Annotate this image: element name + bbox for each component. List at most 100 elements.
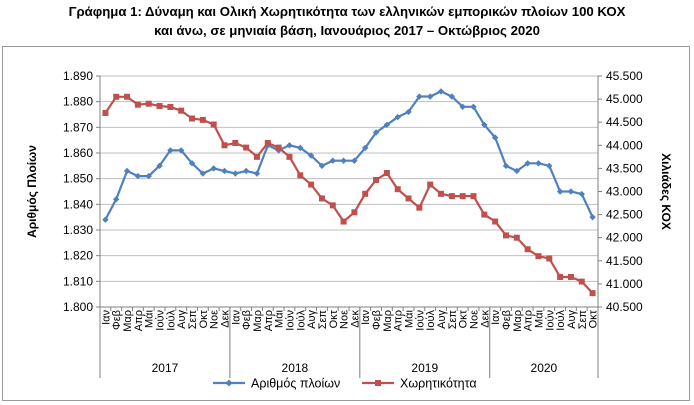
data-point-ships	[134, 172, 142, 180]
x-tick-label: Φεβ	[501, 310, 513, 330]
y-tick-label: 1.860	[63, 146, 93, 160]
y-tick-label: 1.820	[63, 249, 93, 263]
data-point-ships	[372, 129, 380, 136]
data-point-tonnage	[102, 109, 109, 116]
x-tick-label: Απρ	[133, 310, 145, 331]
data-point-ships	[232, 170, 239, 177]
x-tick-label: Μάι	[404, 309, 416, 328]
data-point-tonnage	[513, 234, 520, 241]
data-point-tonnage	[264, 139, 271, 146]
y2-tick-label: 44.500	[606, 115, 643, 129]
data-point-tonnage	[297, 172, 304, 179]
data-point-ships	[546, 162, 553, 170]
data-point-ships	[448, 93, 456, 100]
y2-tick-label: 40.500	[606, 300, 643, 314]
y2-tick-label: 45.000	[606, 92, 643, 106]
x-tick-label: Νοε	[469, 310, 481, 329]
data-point-ships	[383, 121, 391, 128]
data-point-ships	[188, 160, 196, 167]
data-point-tonnage	[178, 107, 185, 114]
data-point-ships	[297, 144, 304, 152]
y2-tick-label: 45.500	[606, 69, 643, 83]
data-point-tonnage	[243, 144, 250, 151]
y2-axis-title: Χιλιάδες ΚΟΧ	[659, 153, 673, 230]
data-point-ships	[362, 144, 369, 152]
y2-tick-label: 43.500	[606, 161, 643, 175]
year-label: 2017	[152, 361, 179, 375]
series-line-tonnage	[104, 95, 594, 294]
data-point-tonnage	[524, 246, 531, 253]
data-point-ships	[113, 196, 120, 203]
y-tick-label: 1.880	[63, 95, 93, 109]
x-tick-label: Ιαν	[360, 310, 372, 325]
data-point-tonnage	[156, 103, 163, 110]
data-point-ships	[340, 157, 347, 164]
y2-tick-label: 41.500	[606, 254, 643, 268]
data-point-tonnage	[373, 176, 380, 183]
x-tick-label: Απρ	[523, 310, 535, 331]
legend-label-tonnage: Χωρητικότητα	[400, 377, 477, 391]
data-point-ships	[199, 170, 207, 177]
data-point-ships	[556, 188, 564, 195]
data-point-ships	[242, 167, 250, 175]
x-tick-label: Αυγ	[566, 310, 578, 329]
series-line-ships	[104, 90, 594, 221]
data-point-ships	[286, 142, 293, 149]
data-point-tonnage	[416, 204, 423, 211]
data-point-tonnage	[481, 211, 488, 218]
data-point-ships	[210, 165, 217, 172]
data-point-tonnage	[362, 190, 369, 197]
x-tick-label: Ιούν	[155, 310, 167, 331]
data-point-tonnage	[145, 100, 152, 107]
y-tick-label: 1.840	[63, 197, 93, 211]
data-point-ships	[351, 157, 358, 164]
x-tick-label: Σεπ	[447, 310, 459, 330]
data-point-tonnage	[448, 193, 455, 200]
y-tick-label: 1.800	[63, 300, 93, 314]
x-tick-label: Ιούλ	[425, 310, 437, 331]
data-point-tonnage	[318, 195, 325, 202]
title-line-2: και άνω, σε μηνιαία βάση, Ιανουάριος 201…	[154, 23, 540, 38]
x-tick-label: Ιούν	[284, 310, 296, 331]
title-line-1: Γράφημα 1: Δύναμη και Ολική Χωρητικότητα…	[68, 4, 626, 19]
data-point-tonnage	[546, 255, 553, 262]
data-point-tonnage	[134, 101, 141, 108]
data-point-ships	[481, 121, 488, 128]
x-tick-label: Νοε	[209, 310, 221, 329]
x-tick-label: Μάι	[533, 309, 545, 328]
data-point-ships	[426, 93, 434, 100]
y2-tick-label: 41.000	[606, 277, 643, 291]
data-point-tonnage	[329, 202, 336, 209]
x-tick-label: Μαρ	[122, 310, 134, 332]
data-point-ships	[491, 134, 499, 141]
y-tick-label: 1.830	[63, 223, 93, 237]
data-point-tonnage	[470, 193, 477, 200]
data-point-ships	[405, 108, 412, 116]
x-tick-label: Νοε	[339, 310, 351, 329]
x-tick-label: Μαρ	[512, 310, 524, 332]
data-point-ships	[329, 157, 336, 164]
data-point-ships	[437, 88, 445, 95]
x-tick-label: Ιαν	[100, 310, 112, 325]
x-tick-label: Δεκ	[220, 310, 232, 328]
x-tick-label: Απρ	[263, 310, 275, 331]
data-point-ships	[567, 188, 575, 195]
data-point-tonnage	[394, 186, 401, 193]
x-tick-label: Οκτ	[588, 309, 600, 328]
data-point-tonnage	[438, 190, 445, 197]
year-label: 2020	[531, 361, 558, 375]
data-point-tonnage	[113, 93, 120, 100]
data-point-ships	[535, 160, 542, 167]
x-tick-label: Σεπ	[577, 310, 589, 330]
data-point-ships	[221, 167, 228, 175]
x-tick-label: Σεπ	[317, 310, 329, 330]
x-tick-label: Ιούν	[544, 310, 556, 331]
data-point-ships	[459, 103, 466, 110]
data-point-tonnage	[589, 290, 596, 297]
data-point-tonnage	[351, 209, 358, 216]
data-point-tonnage	[199, 116, 206, 123]
x-tick-label: Ιαν	[490, 310, 502, 325]
legend-marker-ships	[225, 379, 233, 387]
chart-title: Γράφημα 1: Δύναμη και Ολική Χωρητικότητα…	[0, 2, 694, 40]
